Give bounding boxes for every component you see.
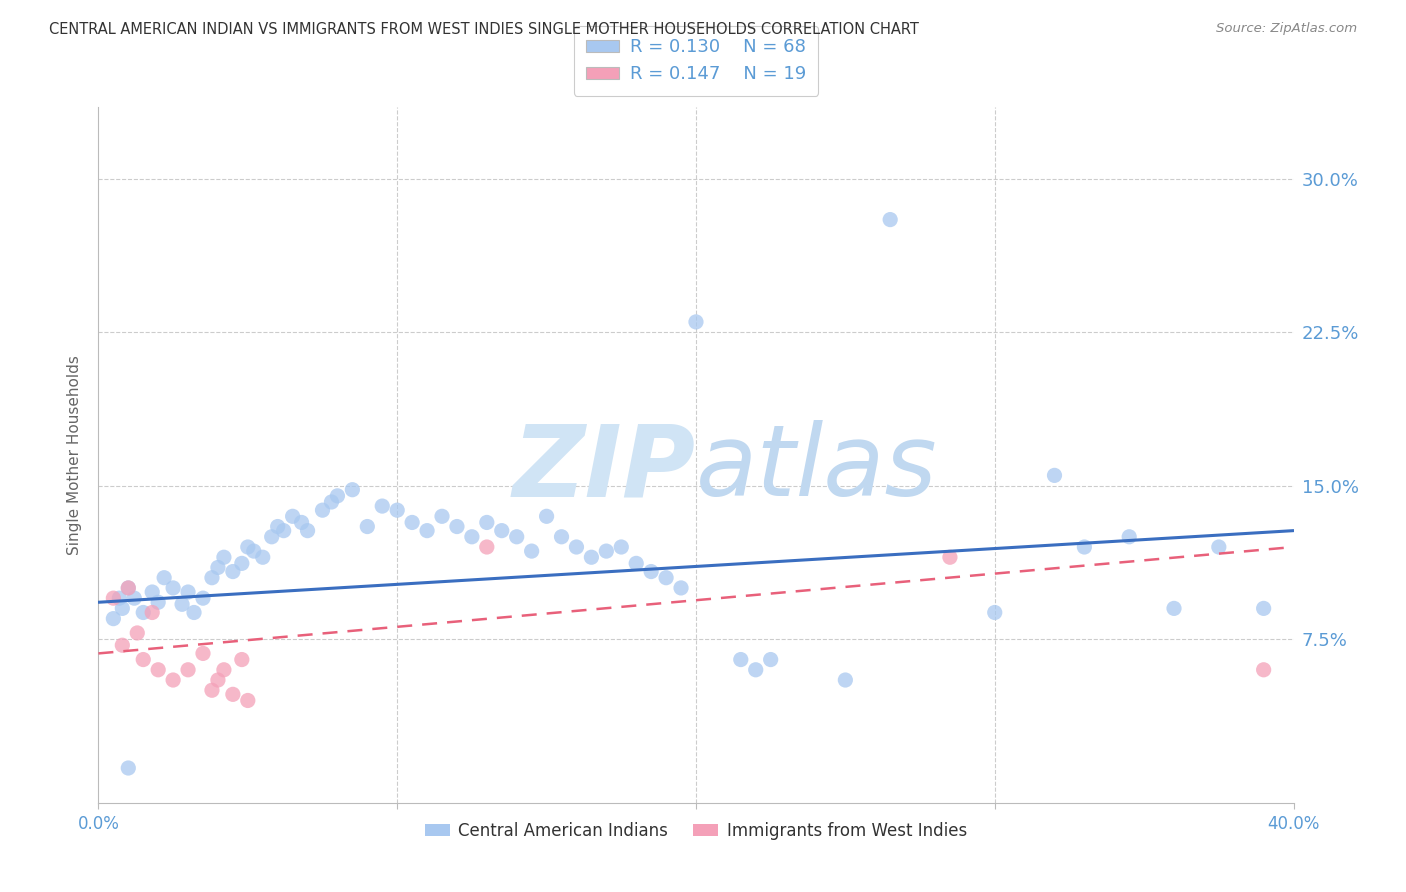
- Point: [222, 565, 245, 579]
- Point: [1118, 530, 1140, 544]
- Point: [342, 483, 364, 497]
- Point: [311, 503, 333, 517]
- Point: [103, 591, 125, 606]
- Point: [475, 516, 498, 530]
- Point: [201, 571, 224, 585]
- Point: [491, 524, 513, 538]
- Point: [162, 581, 184, 595]
- Point: [172, 597, 194, 611]
- Point: [595, 544, 617, 558]
- Point: [108, 591, 131, 606]
- Point: [297, 524, 319, 538]
- Point: [201, 683, 224, 698]
- Point: [236, 693, 259, 707]
- Point: [506, 530, 529, 544]
- Point: [669, 581, 692, 595]
- Point: [879, 212, 901, 227]
- Point: [191, 647, 214, 661]
- Point: [231, 652, 253, 666]
- Point: [430, 509, 453, 524]
- Point: [177, 585, 200, 599]
- Point: [148, 595, 170, 609]
- Point: [236, 540, 259, 554]
- Point: [759, 652, 782, 666]
- Point: [132, 652, 155, 666]
- Point: [1253, 663, 1275, 677]
- Text: atlas: atlas: [696, 420, 938, 517]
- Point: [565, 540, 588, 554]
- Point: [162, 673, 184, 687]
- Point: [461, 530, 484, 544]
- Point: [207, 673, 229, 687]
- Point: [117, 581, 139, 595]
- Point: [1043, 468, 1066, 483]
- Point: [111, 601, 134, 615]
- Point: [141, 585, 163, 599]
- Point: [124, 591, 146, 606]
- Point: [117, 761, 139, 775]
- Y-axis label: Single Mother Households: Single Mother Households: [67, 355, 83, 555]
- Point: [984, 606, 1007, 620]
- Point: [834, 673, 856, 687]
- Point: [183, 606, 205, 620]
- Point: [321, 495, 343, 509]
- Point: [655, 571, 678, 585]
- Point: [212, 663, 235, 677]
- Point: [267, 519, 290, 533]
- Point: [177, 663, 200, 677]
- Point: [730, 652, 752, 666]
- Point: [243, 544, 266, 558]
- Point: [207, 560, 229, 574]
- Legend: Central American Indians, Immigrants from West Indies: Central American Indians, Immigrants fro…: [419, 815, 973, 847]
- Point: [475, 540, 498, 554]
- Point: [141, 606, 163, 620]
- Point: [610, 540, 633, 554]
- Point: [401, 516, 423, 530]
- Point: [111, 638, 134, 652]
- Point: [291, 516, 314, 530]
- Point: [1253, 601, 1275, 615]
- Point: [416, 524, 439, 538]
- Point: [153, 571, 176, 585]
- Point: [626, 557, 648, 571]
- Point: [260, 530, 283, 544]
- Point: [132, 606, 155, 620]
- Point: [939, 550, 962, 565]
- Point: [581, 550, 603, 565]
- Point: [550, 530, 572, 544]
- Text: CENTRAL AMERICAN INDIAN VS IMMIGRANTS FROM WEST INDIES SINGLE MOTHER HOUSEHOLDS : CENTRAL AMERICAN INDIAN VS IMMIGRANTS FR…: [49, 22, 920, 37]
- Point: [1163, 601, 1185, 615]
- Point: [191, 591, 214, 606]
- Point: [371, 499, 394, 513]
- Point: [103, 612, 125, 626]
- Point: [1073, 540, 1095, 554]
- Point: [536, 509, 558, 524]
- Point: [117, 581, 139, 595]
- Text: ZIP: ZIP: [513, 420, 696, 517]
- Point: [520, 544, 543, 558]
- Point: [222, 687, 245, 701]
- Point: [745, 663, 768, 677]
- Point: [446, 519, 468, 533]
- Point: [127, 626, 149, 640]
- Point: [640, 565, 662, 579]
- Point: [273, 524, 295, 538]
- Point: [1208, 540, 1230, 554]
- Point: [685, 315, 707, 329]
- Point: [385, 503, 409, 517]
- Point: [356, 519, 378, 533]
- Point: [148, 663, 170, 677]
- Point: [231, 557, 253, 571]
- Point: [326, 489, 349, 503]
- Point: [212, 550, 235, 565]
- Point: [252, 550, 274, 565]
- Text: Source: ZipAtlas.com: Source: ZipAtlas.com: [1216, 22, 1357, 36]
- Point: [281, 509, 304, 524]
